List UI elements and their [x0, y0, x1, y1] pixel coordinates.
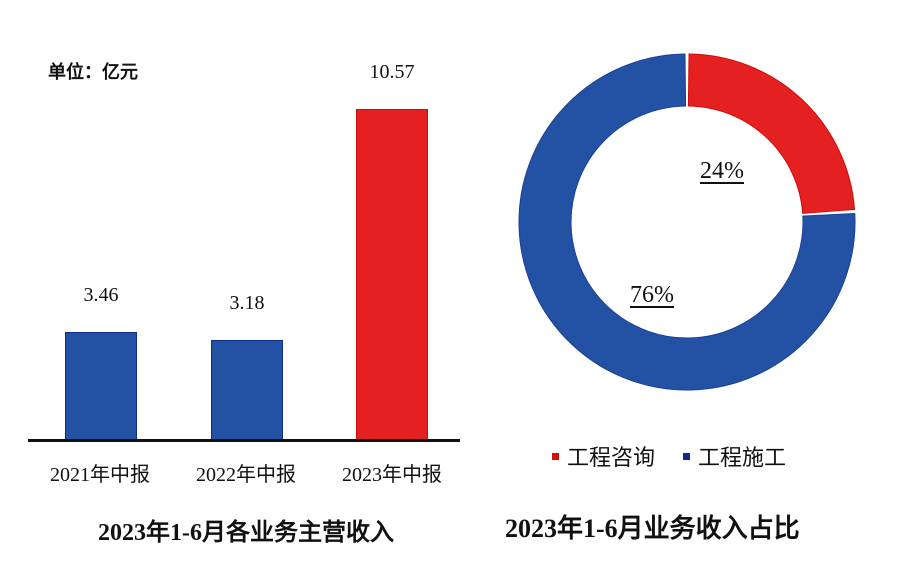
bar-value-label: 3.18 — [229, 292, 265, 314]
donut-label-consulting: 24% — [700, 158, 744, 184]
donut-chart-title: 2023年1-6月业务收入占比 — [505, 514, 800, 543]
bar-chart-title: 2023年1-6月各业务主营收入 — [98, 520, 394, 546]
x-axis-line — [28, 439, 460, 442]
legend-item-consulting: 工程咨询 — [552, 440, 655, 472]
x-tick-label: 2022年中报 — [196, 464, 296, 486]
legend-swatch-red — [552, 452, 559, 460]
legend-label: 工程施工 — [698, 446, 787, 471]
x-tick-label: 2023年中报 — [342, 464, 442, 486]
unit-label: 单位：亿元 — [48, 62, 138, 83]
legend-item-construction: 工程施工 — [683, 440, 786, 472]
bar-2022年中报 — [211, 340, 283, 440]
legend-label: 工程咨询 — [567, 446, 656, 471]
donut-slice-工程施工 — [518, 53, 856, 391]
bar-value-label: 3.46 — [83, 284, 119, 306]
donut-label-construction: 76% — [630, 282, 674, 308]
x-tick-label: 2021年中报 — [50, 464, 150, 486]
bar-2023年中报 — [356, 109, 428, 440]
bar-value-label: 10.57 — [369, 61, 415, 83]
bar-2021年中报 — [65, 332, 137, 440]
donut-slice-工程咨询 — [687, 53, 856, 214]
donut-legend: 工程咨询 工程施工 — [552, 440, 814, 472]
legend-swatch-blue — [683, 452, 691, 460]
